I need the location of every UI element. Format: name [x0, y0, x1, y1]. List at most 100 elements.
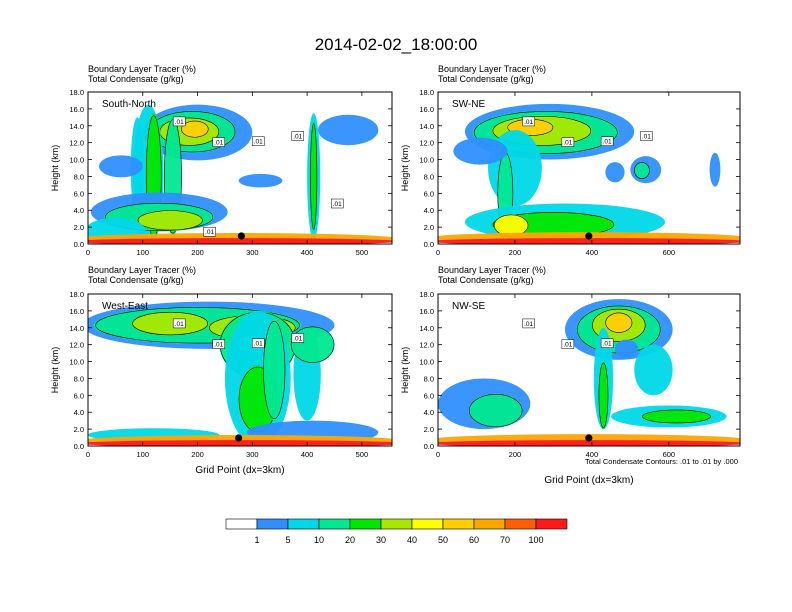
colorbar-swatch-4	[349, 518, 382, 530]
contour-label-box	[561, 137, 575, 147]
contour-label-box	[212, 137, 225, 147]
y-tick-label: 2.0	[424, 223, 434, 232]
field-blob-16	[238, 173, 283, 188]
x-tick-label: 600	[663, 248, 676, 257]
plot-frame	[437, 91, 741, 245]
y-tick-label: 12.0	[419, 341, 434, 350]
contour-footnote: Total Condensate Contours: .01 to .01 by…	[585, 457, 738, 466]
y-tick-label: 18.0	[69, 290, 84, 299]
colorbar-label: 5	[285, 535, 290, 545]
y-tick-label: 18.0	[69, 88, 84, 97]
condensate-contour-1	[95, 307, 300, 344]
field-blob-11	[137, 210, 204, 231]
y-tick-label: 14.0	[419, 324, 434, 333]
field	[438, 299, 740, 446]
x-tick-label: 500	[356, 450, 369, 459]
y-tick-label: 16.0	[69, 307, 84, 316]
y-tick-label: 12.0	[69, 139, 84, 148]
condensate-contour-7	[263, 321, 286, 419]
y-tick-label: 4.0	[424, 408, 434, 417]
y-axis-label: Height (km)	[50, 145, 60, 192]
colorbar-swatch-8	[473, 518, 506, 530]
panel-west-east: Boundary Layer Tracer (%)Total Condensat…	[50, 265, 393, 476]
condensate-contour-3	[181, 120, 209, 138]
field-blob-13	[438, 440, 740, 446]
y-tick-label: 8.0	[424, 172, 434, 181]
contour-label-box	[172, 318, 186, 329]
contour-label-box	[600, 136, 614, 146]
colorbar: 1 5 10 20 30 40 50 60 70 100	[225, 518, 568, 545]
x-tick-label: 400	[301, 450, 314, 459]
field-blob-10	[641, 409, 712, 424]
field-blob-9	[493, 214, 529, 237]
condensate-contour-2	[492, 115, 592, 146]
contour-label: .01	[205, 229, 214, 236]
contour-label: .01	[603, 139, 612, 146]
colorbar-label: 40	[407, 535, 417, 545]
colorbar-swatch-1	[256, 518, 289, 530]
condensate-contour-2	[592, 308, 646, 342]
location-marker	[585, 232, 593, 240]
condensate-contour-2	[132, 311, 209, 336]
colorbar-label: 10	[314, 535, 324, 545]
y-tick-label: 6.0	[74, 189, 84, 198]
panel-label: South-North	[102, 99, 156, 110]
y-tick-label: 0.0	[424, 240, 434, 249]
contour-label: .01	[524, 321, 533, 328]
y-tick-label: 14.0	[419, 122, 434, 131]
panel-label: SW-NE	[452, 99, 485, 110]
y-tick-label: 6.0	[74, 391, 84, 400]
contour-label: .01	[254, 139, 263, 146]
colorbar-label: 20	[345, 535, 355, 545]
field-blob-12	[605, 162, 625, 183]
panel-title-line-1: Boundary Layer Tracer (%)	[88, 64, 196, 74]
x-tick-label: 300	[246, 248, 259, 257]
y-tick-label: 2.0	[74, 425, 84, 434]
y-tick-label: 18.0	[419, 290, 434, 299]
x-tick-label: 400	[586, 248, 599, 257]
x-tick-label: 600	[663, 450, 676, 459]
field-blob-11	[614, 339, 639, 359]
field-blob-7	[263, 319, 286, 421]
colorbar-swatch-10	[535, 518, 568, 530]
plot-frame	[437, 293, 741, 447]
contour-label: .01	[214, 140, 223, 147]
y-tick-label: 8.0	[74, 374, 84, 383]
condensate-contour-6	[164, 119, 182, 234]
x-tick-label: 200	[509, 248, 522, 257]
y-axis-label: Height (km)	[400, 145, 410, 192]
panel-title-line-2: Total Condensate (g/kg)	[88, 275, 184, 285]
condensate-contour-14	[310, 123, 318, 230]
y-tick-label: 12.0	[69, 341, 84, 350]
condensate-contour-3	[605, 312, 633, 333]
y-tick-label: 14.0	[69, 324, 84, 333]
y-tick-label: 10.0	[419, 156, 434, 165]
contour-label: .01	[563, 342, 572, 349]
field-blob-2	[131, 311, 209, 336]
contour-label-box	[291, 333, 305, 343]
contour-label-box	[640, 131, 653, 141]
field-blob-13	[709, 152, 721, 187]
x-tick-label: 200	[191, 450, 204, 459]
contour-label: .01	[603, 341, 612, 348]
plot-frame	[87, 91, 393, 245]
contour-label-box	[212, 339, 225, 349]
colorbar-swatch-3	[318, 518, 351, 530]
panel-title-line-2: Total Condensate (g/kg)	[438, 275, 534, 285]
field-blob-6	[634, 344, 673, 396]
field-blob-15	[438, 238, 740, 244]
x-tick-label: 500	[356, 248, 369, 257]
plot-frame	[87, 293, 393, 447]
contour-label: .01	[175, 119, 184, 126]
x-tick-label: 0	[86, 450, 90, 459]
location-marker	[585, 434, 593, 442]
y-axis-label: Height (km)	[50, 347, 60, 394]
y-tick-label: 12.0	[419, 139, 434, 148]
y-tick-label: 10.0	[419, 358, 434, 367]
y-tick-label: 0.0	[74, 442, 84, 451]
figure-title: 2014-02-02_18:00:00	[315, 35, 478, 54]
panel-title-line-2: Total Condensate (g/kg)	[438, 74, 534, 84]
location-marker	[237, 232, 245, 240]
panel-sw-ne: Boundary Layer Tracer (%)Total Condensat…	[400, 64, 741, 257]
contour-label: .01	[293, 335, 302, 342]
